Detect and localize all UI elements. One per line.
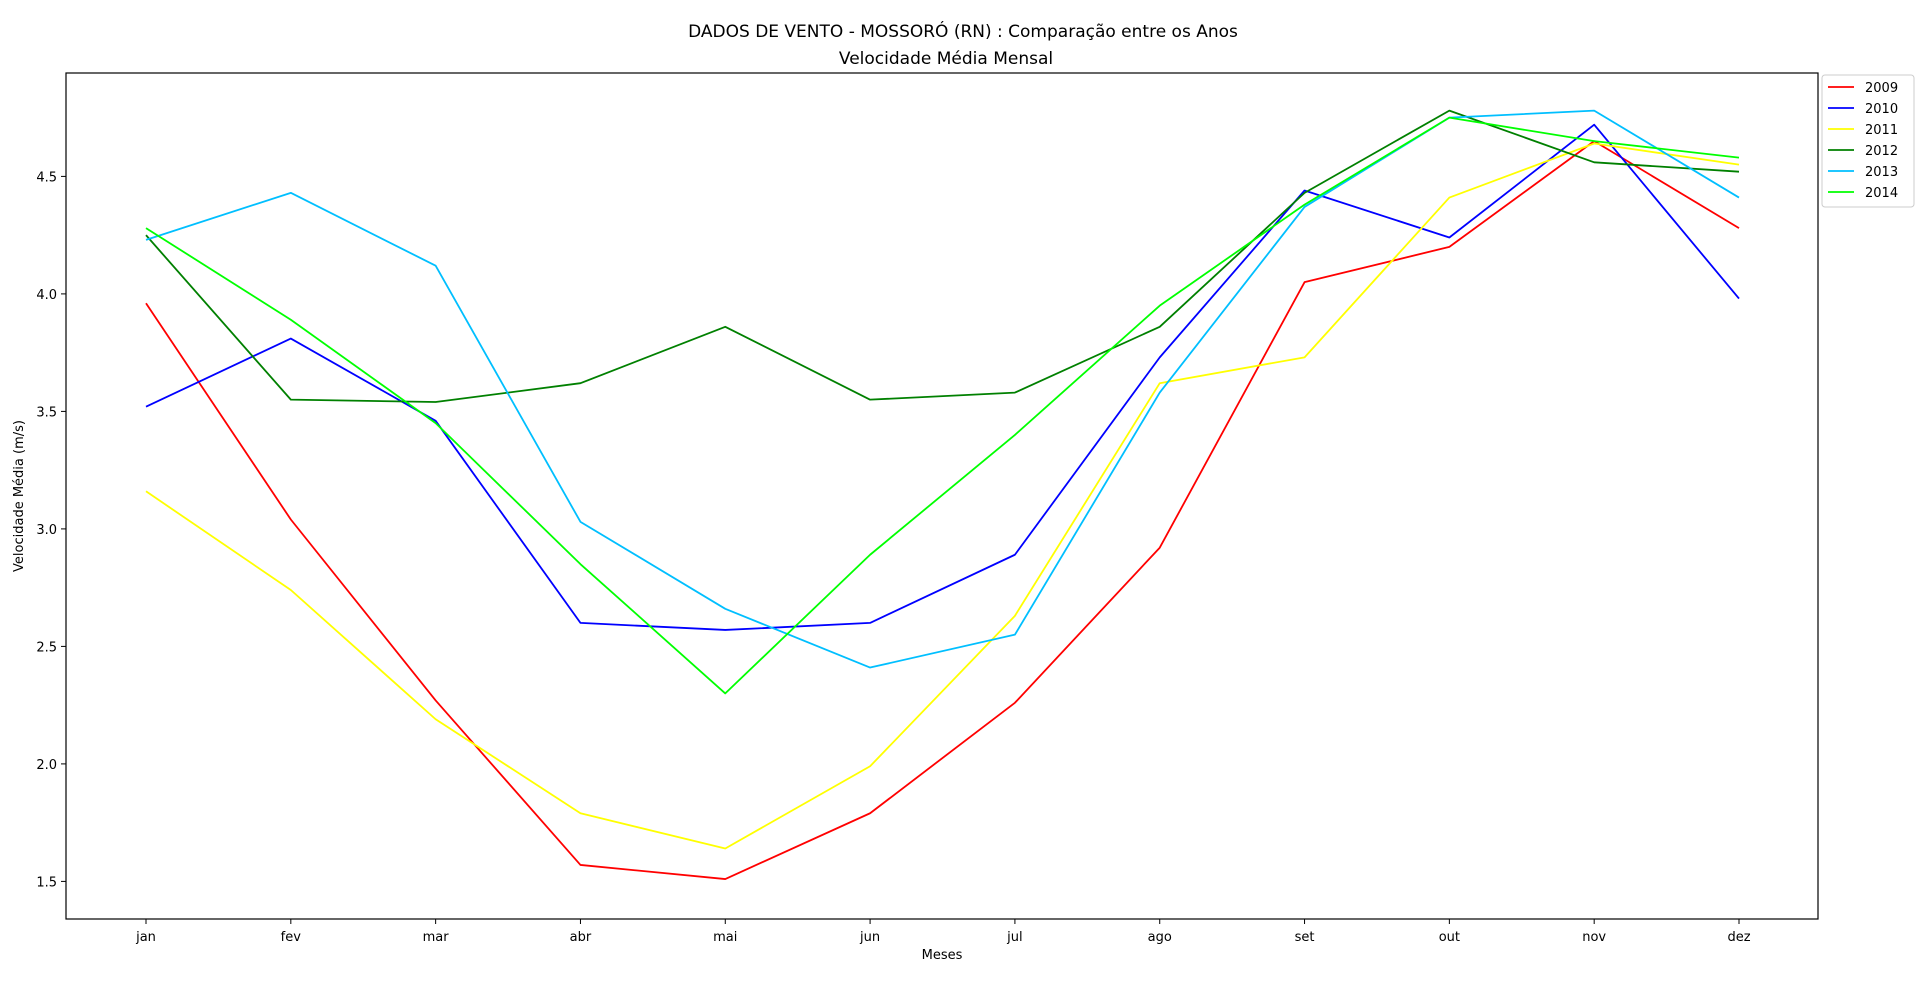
y-axis: 1.5 2.0 2.5 3.0 3.5 4.0 4.5: [36, 170, 66, 890]
x-tick-label: mai: [713, 930, 737, 945]
x-tick-label: jun: [859, 930, 880, 945]
legend-label-2014: 2014: [1865, 186, 1898, 201]
y-tick-label: 2.0: [36, 758, 57, 773]
x-tick-label: jul: [1006, 930, 1022, 945]
chart-title: DADOS DE VENTO - MOSSORÓ (RN) : Comparaç…: [688, 20, 1238, 42]
y-tick-label: 3.5: [36, 405, 57, 420]
y-tick-label: 2.5: [36, 640, 57, 655]
series-line-2012: [145, 109, 1740, 403]
series-line-2009: [145, 140, 1740, 880]
x-axis-label: Meses: [922, 948, 963, 963]
y-tick-label: 3.0: [36, 523, 57, 538]
legend-label-2012: 2012: [1865, 144, 1898, 159]
series-line-2013: [145, 109, 1740, 669]
legend: 2009 2010 2011 2012 2013 2014: [1821, 74, 1915, 208]
legend-label-2013: 2013: [1865, 165, 1898, 180]
x-tick-label: set: [1295, 930, 1315, 945]
x-axis: jan fev mar abr mai jun jul ago set out nov dez: [135, 919, 1751, 945]
x-tick-label: mar: [423, 930, 450, 945]
x-tick-label: jan: [135, 930, 156, 945]
y-tick-label: 4.5: [36, 170, 57, 185]
x-tick-label: nov: [1582, 930, 1606, 945]
series-lines: [145, 109, 1740, 880]
x-tick-label: ago: [1148, 930, 1172, 945]
titles: DADOS DE VENTO - MOSSORÓ (RN) : Comparaç…: [688, 20, 1238, 69]
legend-label-2011: 2011: [1865, 123, 1898, 138]
y-axis-label: Velocidade Média (m/s): [12, 420, 27, 572]
series-line-2011: [145, 142, 1740, 850]
legend-label-2009: 2009: [1865, 81, 1898, 96]
legend-label-2010: 2010: [1865, 102, 1898, 117]
series-line-2014: [145, 116, 1740, 695]
x-tick-label: fev: [281, 930, 302, 945]
chart-subtitle: Velocidade Média Mensal: [839, 49, 1053, 69]
x-tick-label: out: [1439, 930, 1460, 945]
y-tick-label: 4.0: [36, 288, 57, 303]
y-tick-label: 1.5: [36, 875, 57, 890]
x-tick-label: abr: [570, 930, 592, 945]
x-tick-label: dez: [1727, 930, 1750, 945]
plot-area-frame: [65, 72, 1819, 920]
series-line-2010: [145, 123, 1740, 631]
